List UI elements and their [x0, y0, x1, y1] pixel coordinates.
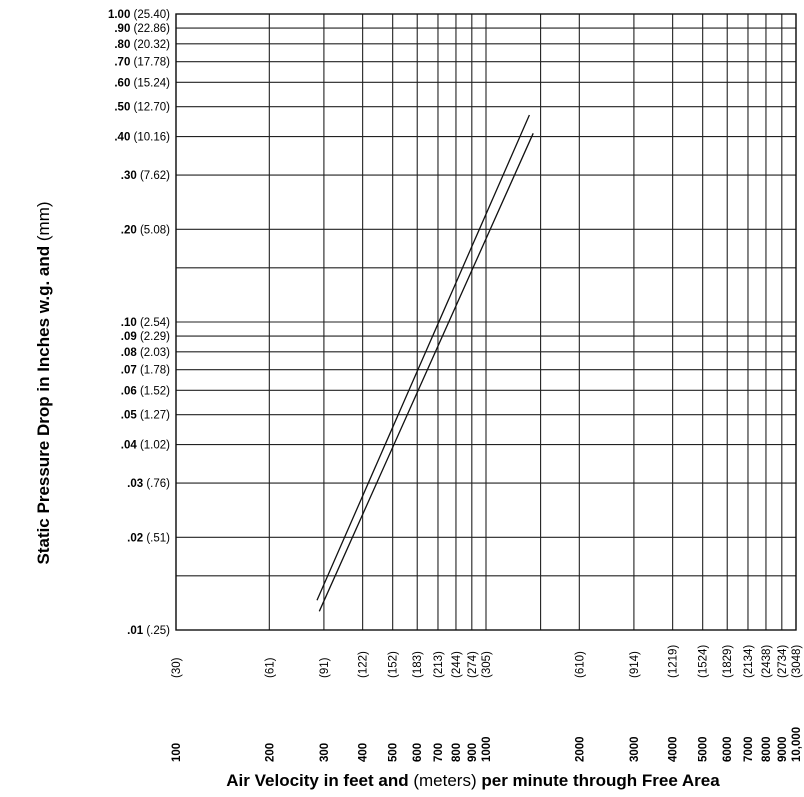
x-tick-label-metric: (91) [319, 657, 331, 678]
y-axis-ticks: 1.00 (25.40) .90 (22.86) .80 (20.32) .70 (1… [108, 9, 170, 637]
x-tick-label: 300 [319, 743, 331, 762]
y-tick-label: 1.00 (25.40) [108, 9, 170, 21]
y-tick-label: .01 (.25) [127, 625, 170, 637]
series-line-2 [318, 133, 534, 612]
x-tick-label: 2000 [574, 736, 586, 762]
x-tick-label-metric: (183) [412, 651, 424, 678]
x-tick-label-metric: (914) [629, 651, 641, 678]
x-tick-label: 4000 [668, 736, 680, 762]
x-tick-label-metric: (305) [481, 651, 493, 678]
grid [175, 13, 797, 631]
y-tick-label: .09 (2.29) [121, 331, 170, 343]
x-tick-label-metric: (1829) [722, 645, 734, 678]
y-tick-label: .50 (12.70) [114, 102, 170, 114]
y-tick-label: .05 (1.27) [121, 410, 170, 422]
x-tick-label: 10,000 [791, 727, 803, 762]
y-tick-label: .90 (22.86) [114, 23, 170, 35]
y-tick-label: .40 (10.16) [114, 132, 170, 144]
x-axis-ticks: (30) 100 (61) 200 (91) 300 (122) 400 (152) 500 (18… [171, 645, 803, 762]
x-tick-label-metric: (1524) [698, 645, 710, 678]
y-tick-label: .02 (.51) [127, 532, 170, 544]
y-tick-label: .30 (7.62) [121, 170, 170, 182]
x-tick-label: 500 [388, 743, 400, 762]
y-tick-label: .80 (20.32) [114, 39, 170, 51]
x-tick-label-metric: (152) [388, 651, 400, 678]
x-tick-label: 5000 [698, 736, 710, 762]
x-tick-label-metric: (244) [451, 651, 463, 678]
x-tick-label: 400 [358, 743, 370, 762]
x-tick-label: 900 [467, 743, 479, 762]
x-tick-label: 700 [433, 743, 445, 762]
x-tick-label: 600 [412, 743, 424, 762]
x-tick-label: 1000 [481, 736, 493, 762]
y-tick-label: .70 (17.78) [114, 57, 170, 69]
y-tick-label: .07 (1.78) [121, 365, 170, 377]
y-tick-label: .10 (2.54) [121, 317, 170, 329]
y-tick-label: .20 (5.08) [121, 224, 170, 236]
series-lines [316, 114, 534, 612]
x-tick-label-metric: (2134) [743, 645, 755, 678]
x-tick-label-metric: (2734) [777, 645, 789, 678]
x-tick-label-metric: (213) [433, 651, 445, 678]
x-tick-label-metric: (2438) [761, 645, 773, 678]
x-tick-label-metric: (1219) [668, 645, 680, 678]
series-line-1 [316, 114, 530, 601]
y-tick-label: .60 (15.24) [114, 77, 170, 89]
y-tick-label: .06 (1.52) [121, 385, 170, 397]
y-axis-label: Static Pressure Drop in Inches w.g. and … [34, 201, 53, 564]
y-tick-label: .04 (1.02) [121, 440, 170, 452]
x-tick-label: 6000 [722, 736, 734, 762]
x-tick-label: 200 [264, 743, 276, 762]
y-tick-label: .08 (2.03) [121, 347, 170, 359]
x-tick-label: 800 [451, 743, 463, 762]
x-tick-label: 3000 [629, 736, 641, 762]
x-tick-label-metric: (3048) [791, 645, 803, 678]
x-tick-label-metric: (61) [264, 657, 276, 678]
x-tick-label-metric: (610) [574, 651, 586, 678]
y-tick-label: .03 (.76) [127, 478, 170, 490]
x-tick-label-metric: (274) [467, 651, 479, 678]
x-tick-label: 7000 [743, 736, 755, 762]
x-tick-label-metric: (122) [358, 651, 370, 678]
x-tick-label: 8000 [761, 736, 773, 762]
plot-frame [175, 13, 797, 631]
x-axis-label: Air Velocity in feet and (meters) per mi… [226, 771, 720, 790]
x-tick-label: 100 [171, 743, 183, 762]
x-tick-label: 9000 [777, 736, 789, 762]
x-tick-label-metric: (30) [171, 657, 183, 678]
